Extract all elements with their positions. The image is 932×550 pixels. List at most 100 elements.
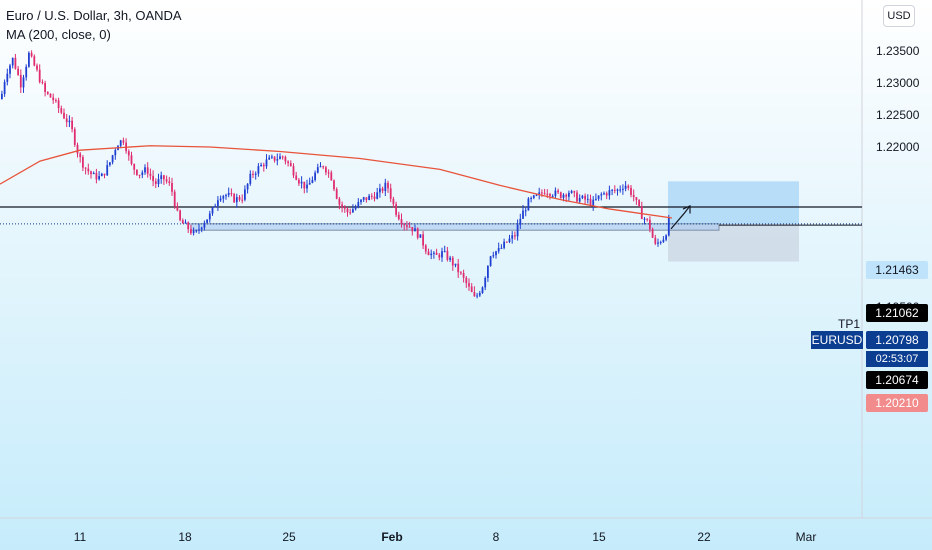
candle-body (249, 173, 252, 184)
candle-body (316, 167, 319, 173)
candle-body (279, 156, 281, 160)
candle-body (503, 241, 505, 248)
y-tick-label: 1.23500 (876, 44, 920, 58)
x-tick-label: 25 (282, 530, 296, 544)
candle-body (271, 156, 273, 158)
candle-body (495, 251, 497, 256)
candle-body (98, 176, 100, 180)
candle-body (538, 192, 541, 195)
indicator-label[interactable]: MA (200, close, 0) (6, 27, 111, 42)
candle-body (84, 167, 87, 169)
candle-body (349, 212, 352, 214)
candle-body (535, 194, 538, 196)
candle-body (130, 155, 133, 164)
stop-price-tag: 1.20210 (866, 394, 928, 412)
candle-body (638, 200, 640, 207)
candle-body (133, 163, 136, 170)
candle-body (657, 242, 659, 244)
candle-body (333, 180, 335, 190)
candle-body (273, 156, 276, 161)
candle-body (73, 129, 76, 145)
candle-body (603, 193, 605, 195)
candle-body (562, 194, 565, 198)
candle-body (508, 238, 511, 242)
candle-body (325, 167, 327, 173)
candle-body (578, 198, 581, 202)
trend-arrow (670, 205, 691, 230)
currency-button[interactable]: USD (883, 5, 915, 27)
candle-body (406, 225, 408, 227)
candle-body (343, 207, 346, 209)
candle-body (451, 257, 454, 266)
candle-body (559, 192, 562, 198)
candle-body (327, 172, 330, 174)
candle-body (95, 172, 98, 180)
candle-body (154, 181, 157, 185)
candle-body (222, 196, 225, 199)
y-tick-label: 1.23000 (876, 76, 920, 90)
candle-body (335, 189, 338, 199)
candle-body (262, 164, 265, 167)
candle-body (613, 189, 616, 191)
candle-body (22, 77, 25, 88)
candle-body (322, 166, 325, 168)
candle-body (192, 230, 195, 234)
candle-body (127, 151, 130, 156)
candle-body (414, 228, 416, 232)
candle-body (187, 222, 190, 230)
candle-body (235, 197, 238, 203)
candle-body (268, 157, 271, 160)
candle-body (649, 219, 651, 230)
candle-body (141, 172, 144, 175)
candle-body (481, 287, 484, 294)
candle-body (446, 250, 449, 260)
candle-body (605, 193, 608, 196)
candle-body (319, 166, 322, 168)
candle-body (465, 277, 468, 284)
candle-body (492, 255, 495, 257)
candle-body (376, 192, 379, 199)
candle-body (505, 241, 508, 243)
candle-body (225, 195, 227, 197)
candle-body (260, 164, 262, 167)
candle-body (408, 226, 411, 228)
candle-body (284, 156, 287, 162)
candle-body (111, 155, 114, 163)
candle-body (214, 206, 217, 208)
candle-body (46, 91, 49, 94)
candle-body (576, 192, 578, 202)
candle-body (298, 179, 300, 184)
candle-body (630, 187, 632, 195)
candle-body (52, 97, 55, 101)
candle-body (38, 69, 41, 83)
candle-body (230, 193, 233, 195)
candle-body (179, 210, 181, 221)
candle-body (462, 273, 465, 278)
candle-body (146, 167, 149, 174)
candle-body (195, 230, 198, 232)
candle-body (9, 65, 11, 74)
candle-body (370, 195, 373, 197)
candle-body (295, 175, 298, 180)
candle-body (419, 234, 422, 238)
candle-body (392, 198, 395, 205)
y-tick-label: 1.22000 (876, 140, 920, 154)
candle-body (265, 159, 268, 167)
candle-body (173, 191, 176, 207)
candle-body (659, 242, 662, 244)
candle-body (557, 190, 559, 193)
candle-body (33, 56, 36, 66)
x-tick-label: 11 (74, 530, 87, 544)
candle-body (597, 195, 600, 199)
candle-body (416, 228, 419, 238)
candle-body (411, 227, 414, 232)
candle-body (184, 222, 187, 224)
candle-body (103, 173, 106, 176)
candle-body (389, 188, 392, 199)
candle-body (473, 291, 476, 297)
support-zone-box (190, 223, 720, 231)
candle-body (640, 206, 643, 220)
candle-body (643, 218, 646, 220)
candle-body (592, 199, 595, 206)
